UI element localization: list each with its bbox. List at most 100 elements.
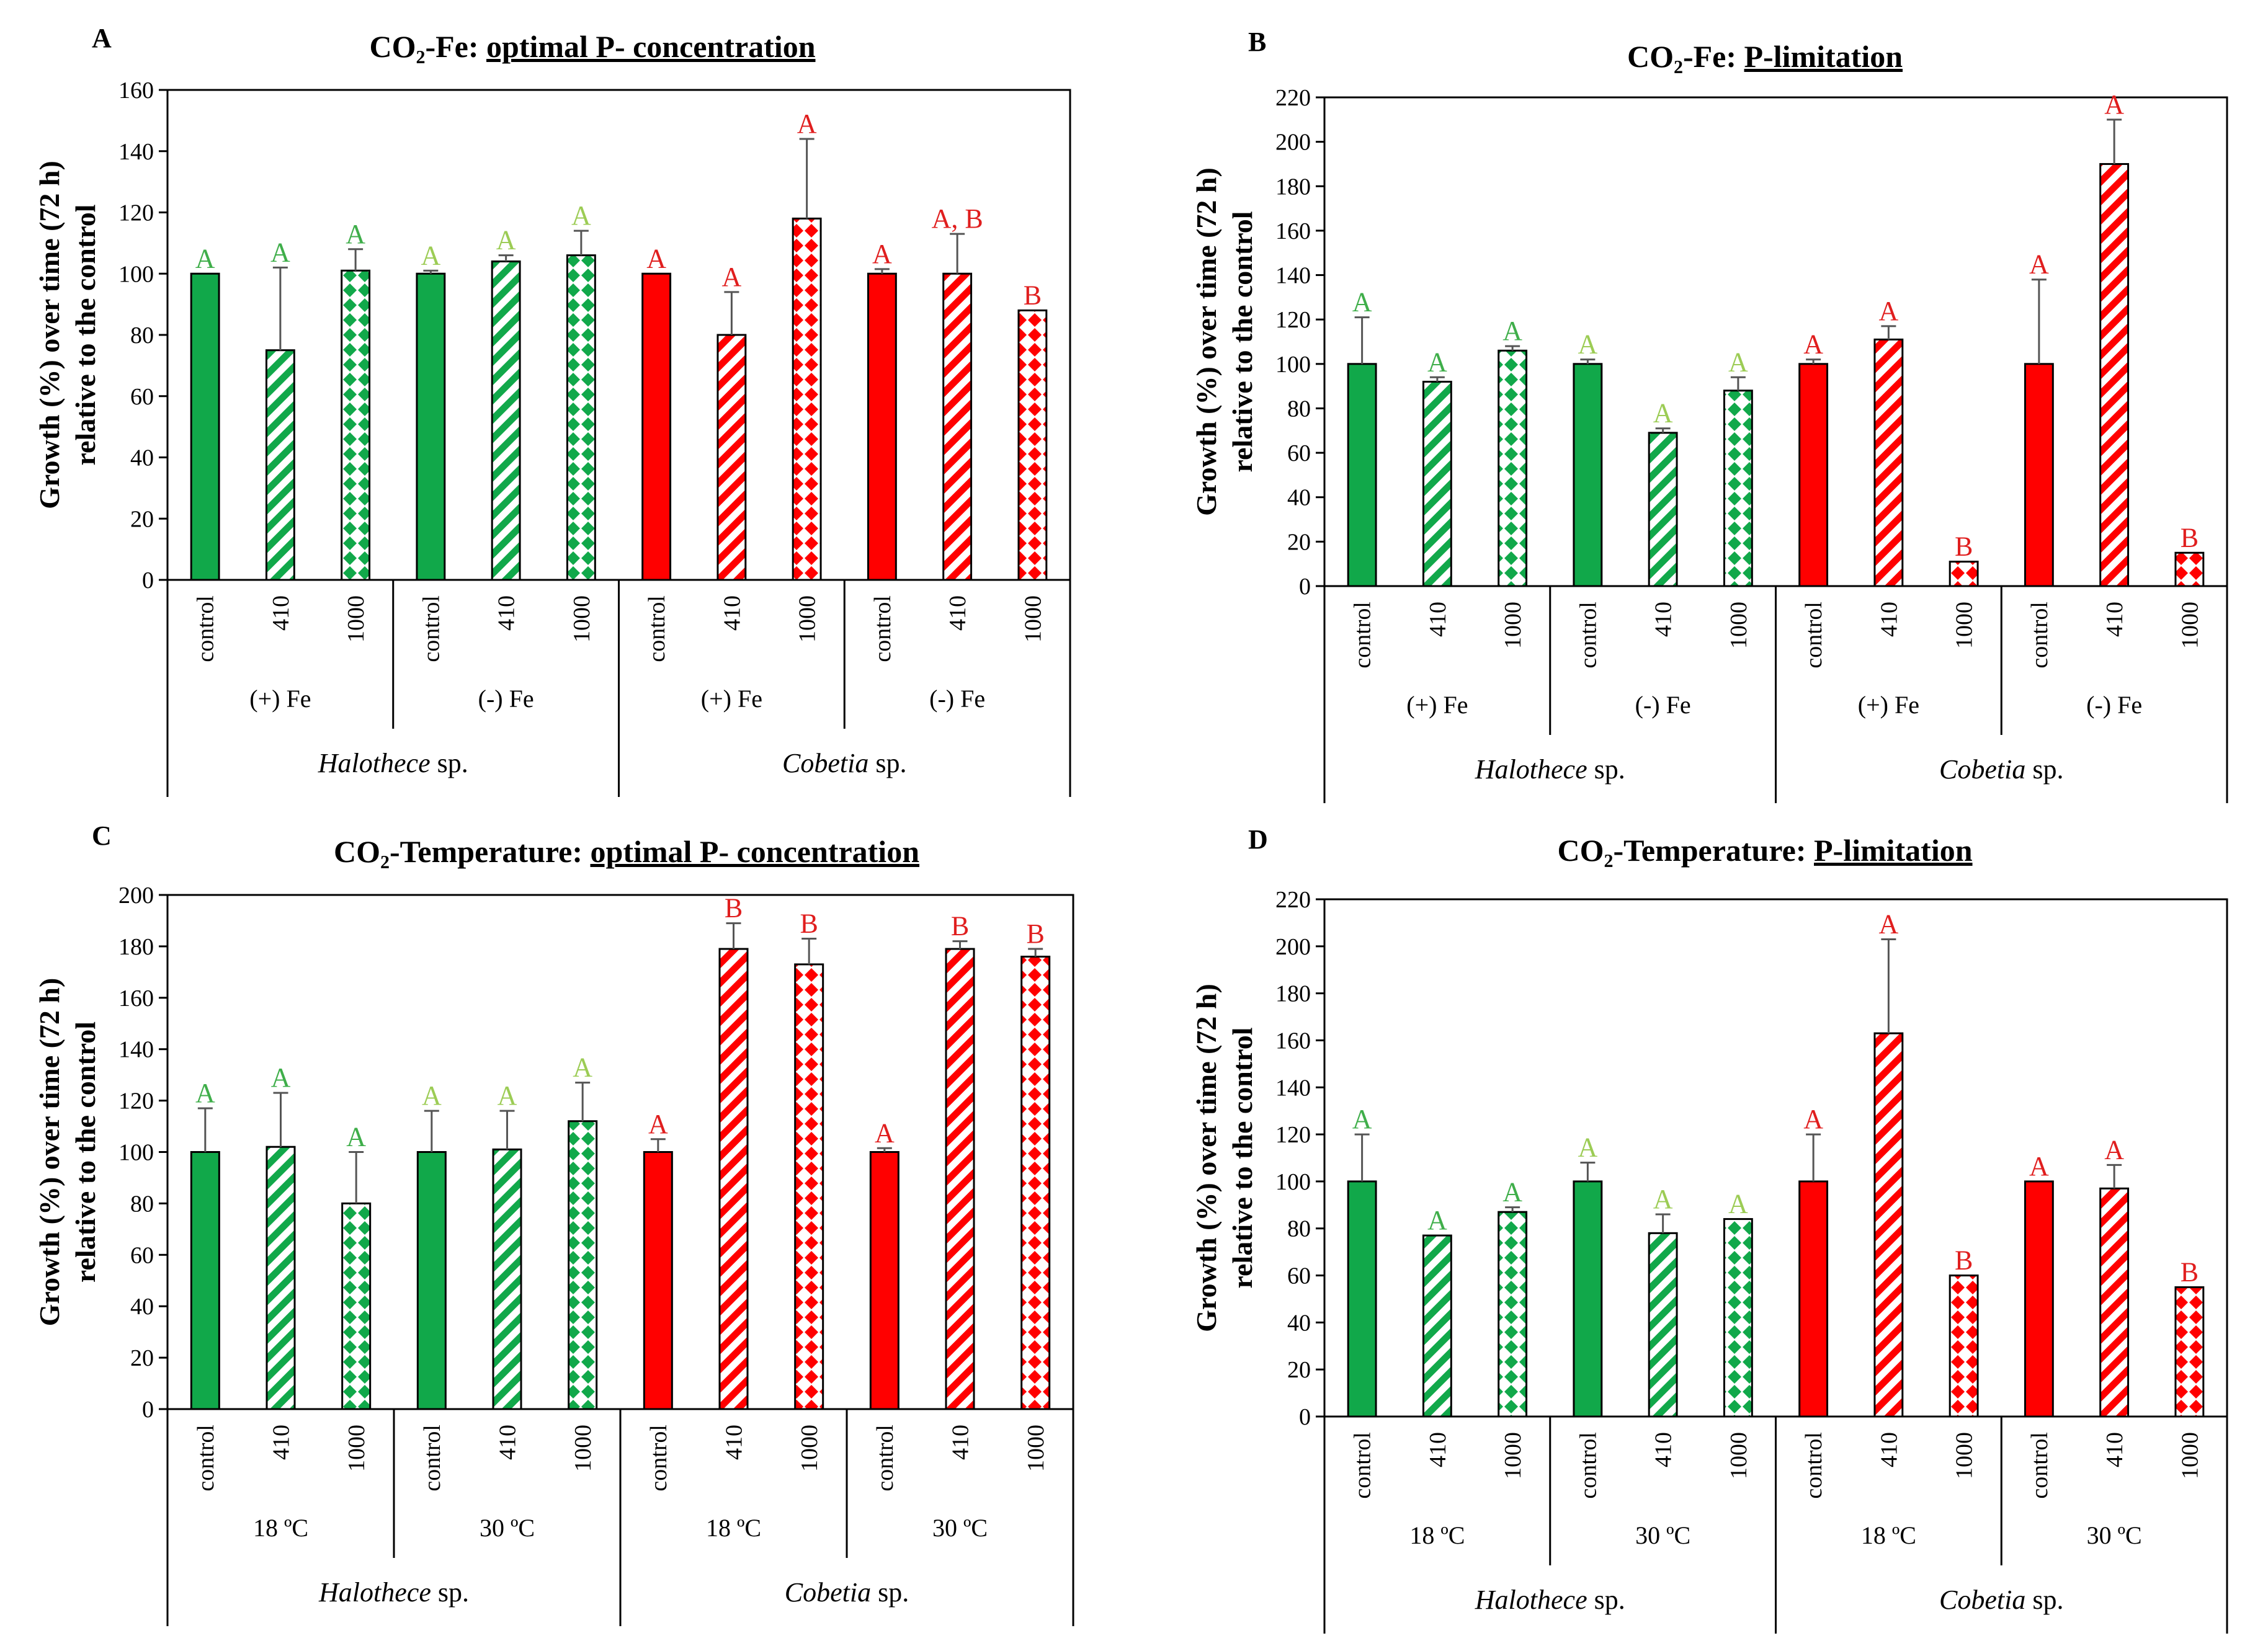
bar xyxy=(1020,955,1051,1410)
bar xyxy=(266,1146,296,1410)
x-tick-label: 410 xyxy=(719,595,745,631)
group-label: 30 ºC xyxy=(932,1514,988,1542)
bar xyxy=(416,1151,447,1410)
y-tick-label: 140 xyxy=(118,1037,154,1063)
significance-letter: A xyxy=(1878,296,1898,326)
group-label: 18 ºC xyxy=(706,1514,761,1542)
group-label: (-) Fe xyxy=(1635,691,1691,719)
significance-letter: A, B xyxy=(932,203,983,234)
bar xyxy=(341,269,371,581)
bar xyxy=(1723,389,1753,587)
x-tick-label: 1000 xyxy=(343,595,369,643)
x-tick-label: 410 xyxy=(721,1425,748,1460)
chart-title: CO₂-Fe: optimal P- concentration xyxy=(370,29,816,64)
y-tick-label: 160 xyxy=(118,985,154,1012)
significance-letter: B xyxy=(800,908,818,938)
y-tick-label: 120 xyxy=(1275,1122,1311,1148)
panel-a: A CO₂-Fe: optimal P- concentration Growth … xyxy=(33,23,1071,797)
group-label: (-) Fe xyxy=(929,685,985,713)
bar xyxy=(1798,363,1829,587)
significance-letter: A xyxy=(271,1062,291,1093)
y-tick-label: 0 xyxy=(1299,1404,1311,1430)
significance-letter: B xyxy=(2181,1257,2199,1288)
x-tick-label: control xyxy=(872,1425,898,1492)
y-tick-label: 40 xyxy=(1287,485,1311,511)
x-tick-label: control xyxy=(870,595,896,662)
group-label: 30 ºC xyxy=(2087,1521,2142,1549)
group-label: (+) Fe xyxy=(1858,691,1919,719)
y-tick-label: 40 xyxy=(1287,1310,1311,1336)
significance-letter: B xyxy=(725,893,743,923)
plot-frame xyxy=(1323,898,2228,1418)
x-tick-label: control xyxy=(1575,602,1601,669)
group-label: (-) Fe xyxy=(478,685,534,713)
x-tick-label: 1000 xyxy=(1500,602,1526,649)
y-axis-label: Growth (%) over time (72 h) relative to t… xyxy=(1190,167,1258,516)
bar xyxy=(2099,162,2130,587)
x-tick-label: control xyxy=(193,595,219,662)
bar xyxy=(1873,1032,1904,1418)
significance-letter: A xyxy=(573,1052,592,1083)
significance-letter: B xyxy=(1026,919,1044,949)
x-tick-label: control xyxy=(1801,1432,1827,1499)
significance-letter: A xyxy=(498,1080,517,1111)
y-tick-label: 200 xyxy=(118,883,154,909)
x-tick-label: 410 xyxy=(2102,602,2128,637)
bar xyxy=(1949,561,1979,587)
y-tick-label: 100 xyxy=(118,261,154,287)
species-label: Halothece sp. xyxy=(1475,1585,1625,1615)
x-tick-label: 410 xyxy=(494,595,520,631)
y-tick-label: 0 xyxy=(142,567,154,594)
bar xyxy=(1498,1211,1528,1418)
x-tick-label: 1000 xyxy=(1726,1432,1752,1479)
x-tick-label: 1000 xyxy=(1500,1432,1526,1479)
x-tick-label: control xyxy=(2027,602,2053,669)
x-tick-label: 410 xyxy=(1651,602,1677,637)
group-label: 18 ºC xyxy=(1861,1521,1916,1549)
x-tick-label: 410 xyxy=(1876,1432,1902,1467)
x-tick-label: 1000 xyxy=(2177,1432,2203,1479)
x-tick-label: 410 xyxy=(495,1425,521,1460)
y-tick-label: 100 xyxy=(1275,1169,1311,1195)
y-tick-label: 200 xyxy=(1275,934,1311,960)
bar xyxy=(190,272,220,581)
significance-letter: B xyxy=(1024,280,1042,311)
species-label: Halothece sp. xyxy=(1475,754,1625,785)
y-tick-label: 140 xyxy=(118,139,154,165)
significance-letter: A xyxy=(1578,329,1597,360)
x-tick-label: control xyxy=(1575,1432,1601,1499)
y-tick-label: 60 xyxy=(130,1242,154,1268)
group-label: 18 ºC xyxy=(1409,1521,1465,1549)
bar xyxy=(265,349,295,581)
significance-letter: B xyxy=(951,911,969,941)
y-tick-label: 160 xyxy=(1275,218,1311,244)
panel-label: C xyxy=(92,821,112,851)
chart-title: CO₂-Temperature: P-limitation xyxy=(1557,833,1972,868)
y-tick-label: 20 xyxy=(130,506,154,532)
y-tick-label: 140 xyxy=(1275,263,1311,289)
significance-letter: A xyxy=(270,237,290,267)
bar xyxy=(2174,551,2205,587)
panel-c: C CO₂-Temperature: optimal P- concentrati… xyxy=(33,821,1074,1626)
group-label: (+) Fe xyxy=(701,685,762,713)
significance-letter: A xyxy=(1352,287,1372,318)
x-tick-label: 410 xyxy=(269,1425,295,1460)
significance-letter: A xyxy=(1352,1104,1372,1134)
bar xyxy=(568,1120,598,1410)
y-tick-label: 60 xyxy=(1287,1263,1311,1289)
significance-letter: A xyxy=(648,1109,668,1139)
x-tick-label: 1000 xyxy=(569,595,595,643)
group-label: (+) Fe xyxy=(249,685,311,713)
group-label: (+) Fe xyxy=(1406,691,1468,719)
chart-title: CO₂-Fe: P-limitation xyxy=(1627,39,1903,74)
x-tick-label: 1000 xyxy=(570,1425,596,1472)
significance-letter: A xyxy=(421,240,440,270)
bar xyxy=(492,1148,522,1410)
y-tick-label: 80 xyxy=(130,1191,154,1217)
y-tick-label: 60 xyxy=(1287,440,1311,466)
bar xyxy=(1573,1180,1603,1418)
significance-letter: A xyxy=(571,200,591,231)
bar xyxy=(643,1151,673,1410)
bar xyxy=(491,260,521,581)
bar xyxy=(1422,1234,1452,1418)
